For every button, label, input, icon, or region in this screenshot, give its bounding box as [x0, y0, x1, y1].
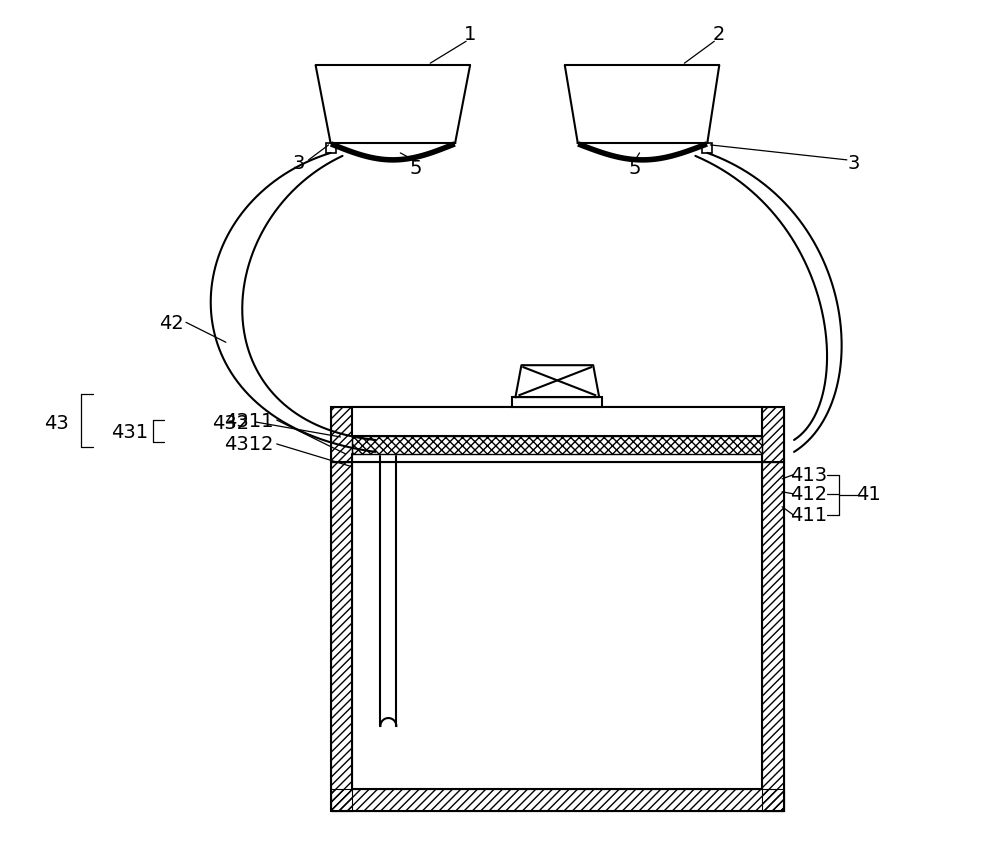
Text: 42: 42 — [159, 314, 183, 332]
Text: 41: 41 — [856, 485, 881, 504]
Bar — [331, 407, 352, 463]
Bar — [762, 463, 784, 811]
Text: 3: 3 — [848, 154, 860, 173]
Text: 4311: 4311 — [224, 411, 274, 430]
Text: 411: 411 — [790, 505, 828, 525]
Text: 413: 413 — [790, 466, 828, 485]
Bar — [352, 436, 762, 454]
Bar — [331, 463, 784, 811]
Text: 2: 2 — [713, 25, 725, 43]
Text: 5: 5 — [628, 159, 641, 178]
Bar — [352, 407, 762, 436]
Bar — [702, 144, 712, 153]
Bar — [331, 789, 784, 811]
Text: 43: 43 — [44, 413, 69, 432]
Bar — [512, 398, 602, 407]
Text: 412: 412 — [790, 485, 828, 504]
Text: 3: 3 — [292, 154, 305, 173]
Bar — [331, 407, 784, 463]
Text: 431: 431 — [111, 423, 148, 442]
Text: 4312: 4312 — [224, 435, 274, 454]
Text: 432: 432 — [212, 413, 249, 432]
Text: 1: 1 — [464, 25, 476, 43]
Bar — [331, 463, 352, 811]
Text: 5: 5 — [409, 159, 422, 178]
Bar — [326, 144, 336, 153]
Bar — [762, 407, 784, 463]
